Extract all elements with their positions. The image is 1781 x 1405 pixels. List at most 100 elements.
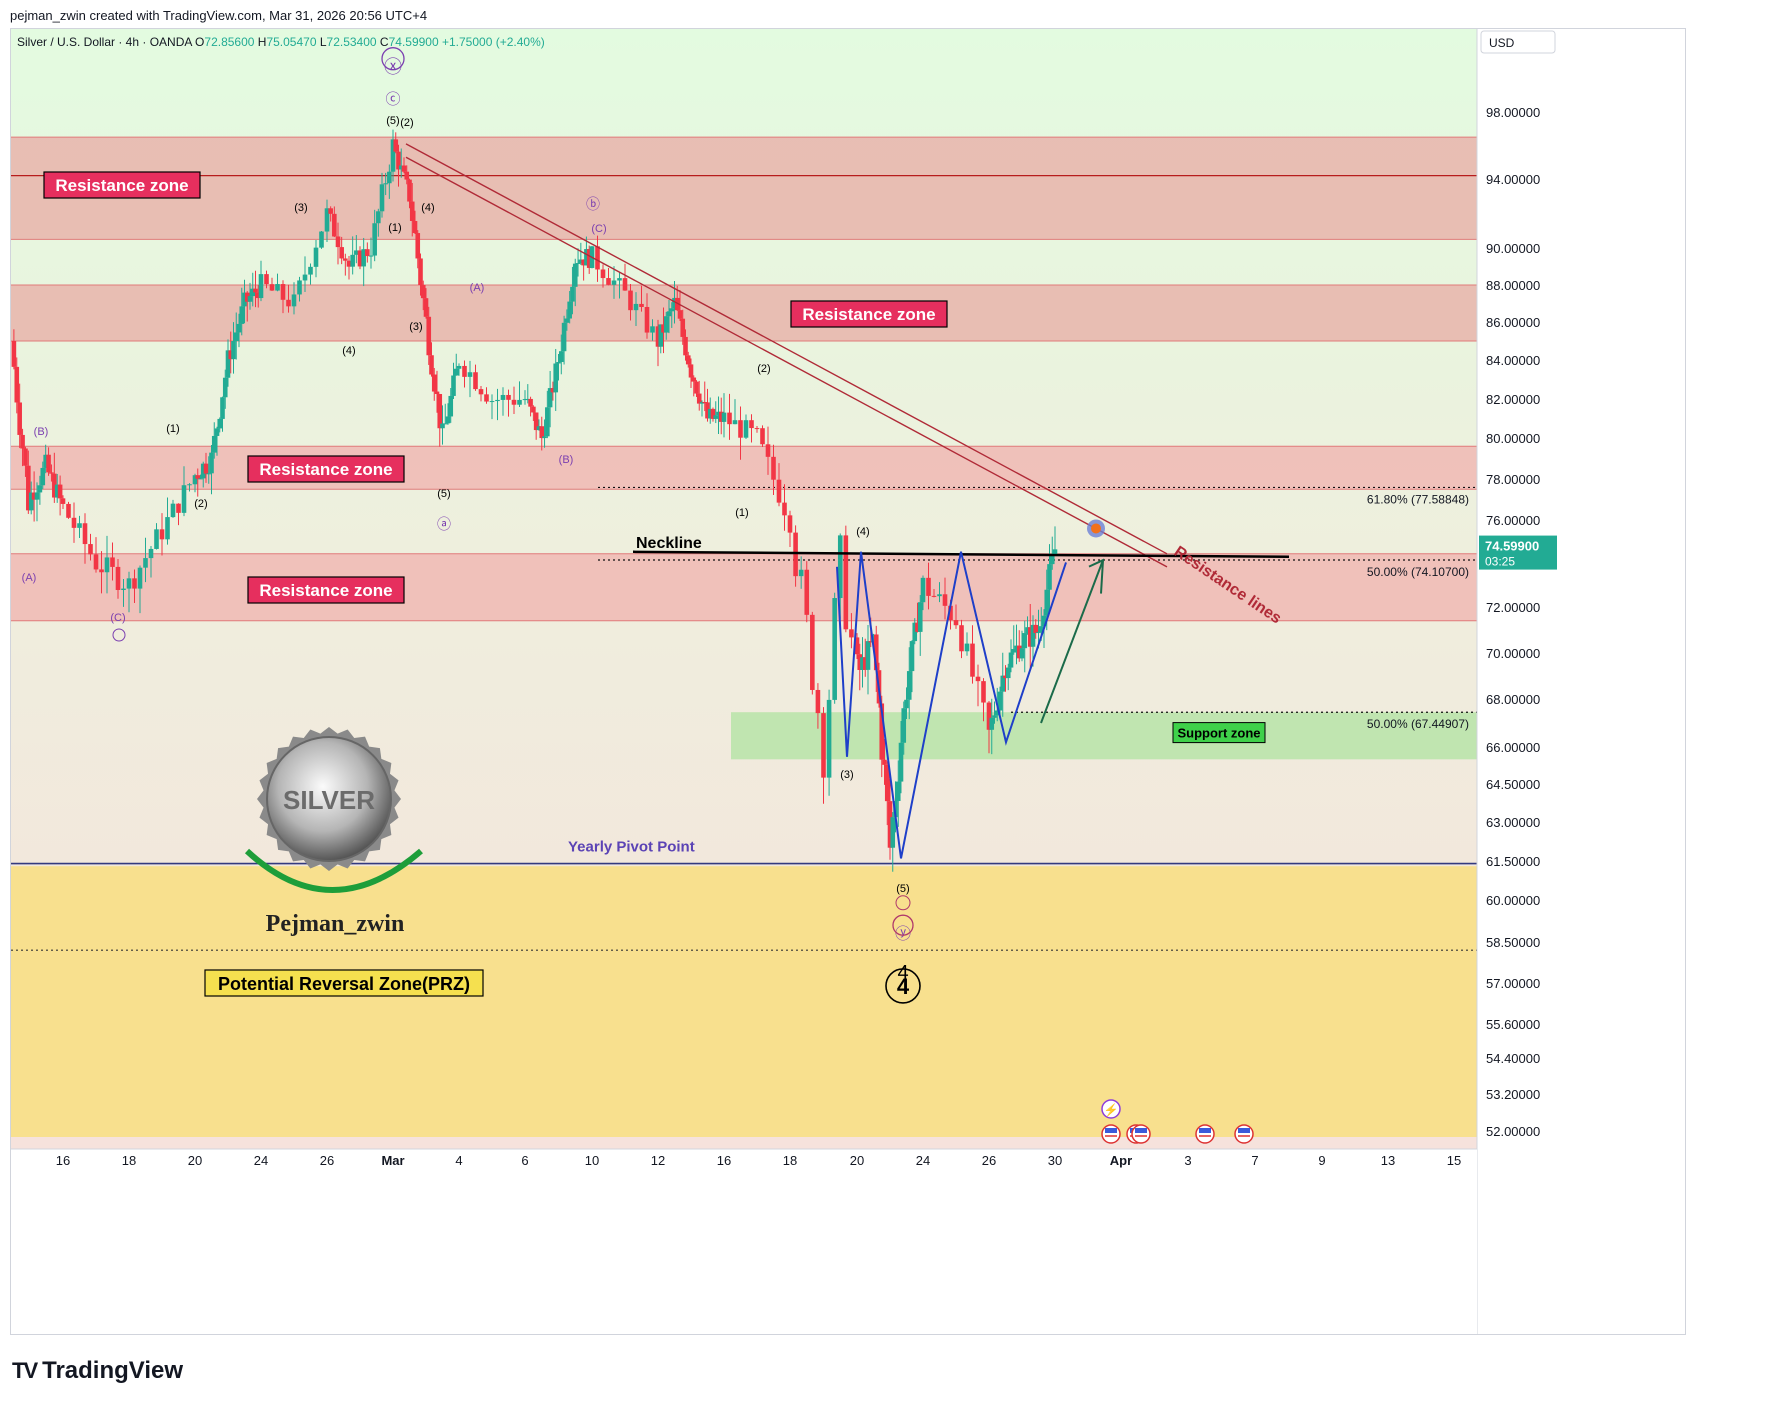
- candle: [222, 369, 228, 409]
- candle: [20, 428, 25, 467]
- candle-body: [558, 351, 564, 363]
- candle: [1014, 624, 1019, 665]
- candle-body: [970, 643, 975, 677]
- candle: [383, 172, 388, 196]
- candle-body: [661, 324, 666, 333]
- time-tick: 20: [188, 1153, 202, 1168]
- candle: [669, 302, 675, 328]
- candle: [705, 388, 710, 422]
- low-label: L: [320, 35, 327, 49]
- candle-body: [154, 529, 159, 549]
- candle: [423, 288, 429, 319]
- candle-body: [815, 689, 821, 714]
- candle: [680, 309, 686, 345]
- candle-body: [721, 412, 727, 422]
- candle-body: [28, 492, 34, 511]
- candle-body: [275, 284, 280, 291]
- candle-body: [871, 634, 876, 643]
- candle: [31, 471, 37, 522]
- candle-body: [225, 350, 231, 378]
- candle-body: [1044, 589, 1050, 616]
- candle: [233, 312, 239, 360]
- candle: [909, 640, 915, 693]
- candle: [536, 419, 542, 431]
- price-tick: 86.00000: [1486, 315, 1540, 330]
- candle-body: [575, 263, 581, 265]
- price-chart[interactable]: 61.80% (77.58848) 50.00% (74.10700) 50.00%…: [11, 29, 1685, 1334]
- candle-body: [159, 529, 165, 540]
- candle-body: [99, 569, 104, 573]
- price-tick: 82.00000: [1486, 392, 1540, 407]
- candle: [255, 284, 261, 308]
- candle-body: [473, 372, 478, 390]
- candle: [335, 222, 341, 265]
- candle: [738, 406, 743, 460]
- candle-body: [1030, 624, 1036, 647]
- candle-body: [1047, 564, 1052, 590]
- resistance-zone-label-text: Resistance zone: [259, 460, 392, 479]
- candle-body: [539, 426, 545, 439]
- candle: [409, 183, 415, 237]
- candle: [917, 595, 923, 656]
- resistance-zone-label-box: [790, 300, 948, 328]
- candle-body: [456, 365, 462, 369]
- candle: [959, 619, 964, 659]
- candle: [181, 466, 187, 517]
- candle: [126, 571, 132, 613]
- candle-body: [732, 420, 738, 425]
- candle-body: [211, 435, 217, 453]
- candle-body: [49, 472, 54, 474]
- candle: [137, 565, 143, 614]
- price-tick: 68.00000: [1486, 692, 1540, 707]
- chart-frame[interactable]: 61.80% (77.58848) 50.00% (74.10700) 50.00%…: [10, 28, 1686, 1335]
- candle-body: [699, 402, 705, 404]
- candle-body: [992, 715, 997, 718]
- candle: [484, 387, 489, 404]
- candle-body: [658, 324, 664, 347]
- candle: [547, 370, 553, 428]
- candle: [350, 236, 355, 275]
- resistance-zone: [11, 137, 1477, 240]
- candle-body: [11, 341, 17, 367]
- candle-body: [915, 622, 920, 632]
- fib-level-label: 50.00% (74.10700): [1367, 565, 1469, 579]
- candle-body: [431, 374, 437, 392]
- wave-label: (B): [559, 454, 574, 466]
- time-tick: 30: [1048, 1153, 1062, 1168]
- candle: [639, 285, 644, 312]
- tradingview-logo[interactable]: TV TradingView: [12, 1357, 183, 1385]
- candle: [14, 357, 20, 414]
- candle-body: [570, 286, 575, 302]
- candle: [11, 329, 17, 370]
- wave-label: (5): [386, 115, 399, 127]
- candle-body: [170, 503, 176, 518]
- wave-label: (1): [388, 222, 401, 234]
- candle: [71, 502, 77, 543]
- candle-body: [57, 484, 63, 499]
- resistance-trendline: [405, 156, 1168, 568]
- candle: [165, 497, 170, 545]
- time-tick: 4: [455, 1153, 462, 1168]
- candle-body: [462, 365, 467, 377]
- wave-label: ⓑ: [586, 196, 600, 212]
- candle-body: [879, 703, 885, 760]
- wave-label: (4): [342, 345, 355, 357]
- wave-label: ⓒ: [385, 91, 400, 108]
- candle-body: [798, 569, 804, 577]
- candle: [280, 280, 286, 314]
- candle-body: [220, 397, 225, 419]
- candle: [545, 390, 550, 439]
- candle-body: [60, 498, 66, 504]
- candle: [239, 287, 245, 336]
- candle: [220, 396, 225, 432]
- candle: [211, 422, 217, 459]
- candle: [34, 482, 40, 522]
- flag-icon: [1199, 1128, 1211, 1133]
- candle-body: [34, 492, 40, 500]
- candle-body: [302, 274, 308, 281]
- wave-label: (3): [294, 202, 307, 214]
- candle: [600, 264, 606, 288]
- candle: [1005, 663, 1011, 691]
- candle-body: [250, 288, 256, 297]
- candle-body: [672, 297, 677, 309]
